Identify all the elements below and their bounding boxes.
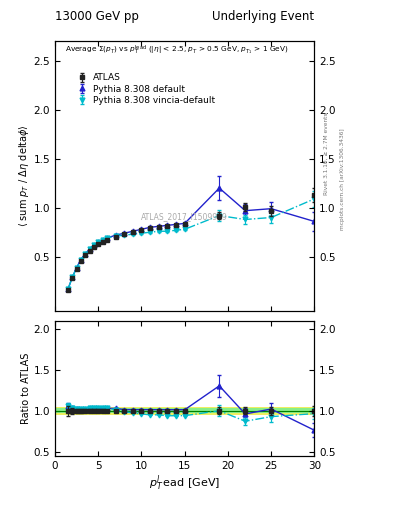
Text: Average $\Sigma(p_T)$ vs $p_T^{\rm lead}$ ($|\eta|$ < 2.5, $p_T$ > 0.5 GeV, $p_{: Average $\Sigma(p_T)$ vs $p_T^{\rm lead}… — [65, 44, 289, 57]
Text: Underlying Event: Underlying Event — [212, 10, 314, 23]
X-axis label: $p_T^l\,\mathrm{ead}$ [GeV]: $p_T^l\,\mathrm{ead}$ [GeV] — [149, 473, 220, 493]
Text: mcplots.cern.ch [arXiv:1306.3436]: mcplots.cern.ch [arXiv:1306.3436] — [340, 129, 345, 230]
Text: Rivet 3.1.10, ≥ 2.7M events: Rivet 3.1.10, ≥ 2.7M events — [324, 112, 329, 195]
Bar — [55, 408, 314, 413]
Y-axis label: Ratio to ATLAS: Ratio to ATLAS — [21, 353, 31, 424]
Y-axis label: $\langle$ sum $p_T$ / $\Delta\eta$ delta$\phi\rangle$: $\langle$ sum $p_T$ / $\Delta\eta$ delta… — [17, 124, 31, 227]
Bar — [55, 407, 314, 415]
Text: 13000 GeV pp: 13000 GeV pp — [55, 10, 139, 23]
Legend: ATLAS, Pythia 8.308 default, Pythia 8.308 vincia-default: ATLAS, Pythia 8.308 default, Pythia 8.30… — [70, 70, 219, 109]
Text: ATLAS_2017_I1509919: ATLAS_2017_I1509919 — [141, 212, 228, 221]
